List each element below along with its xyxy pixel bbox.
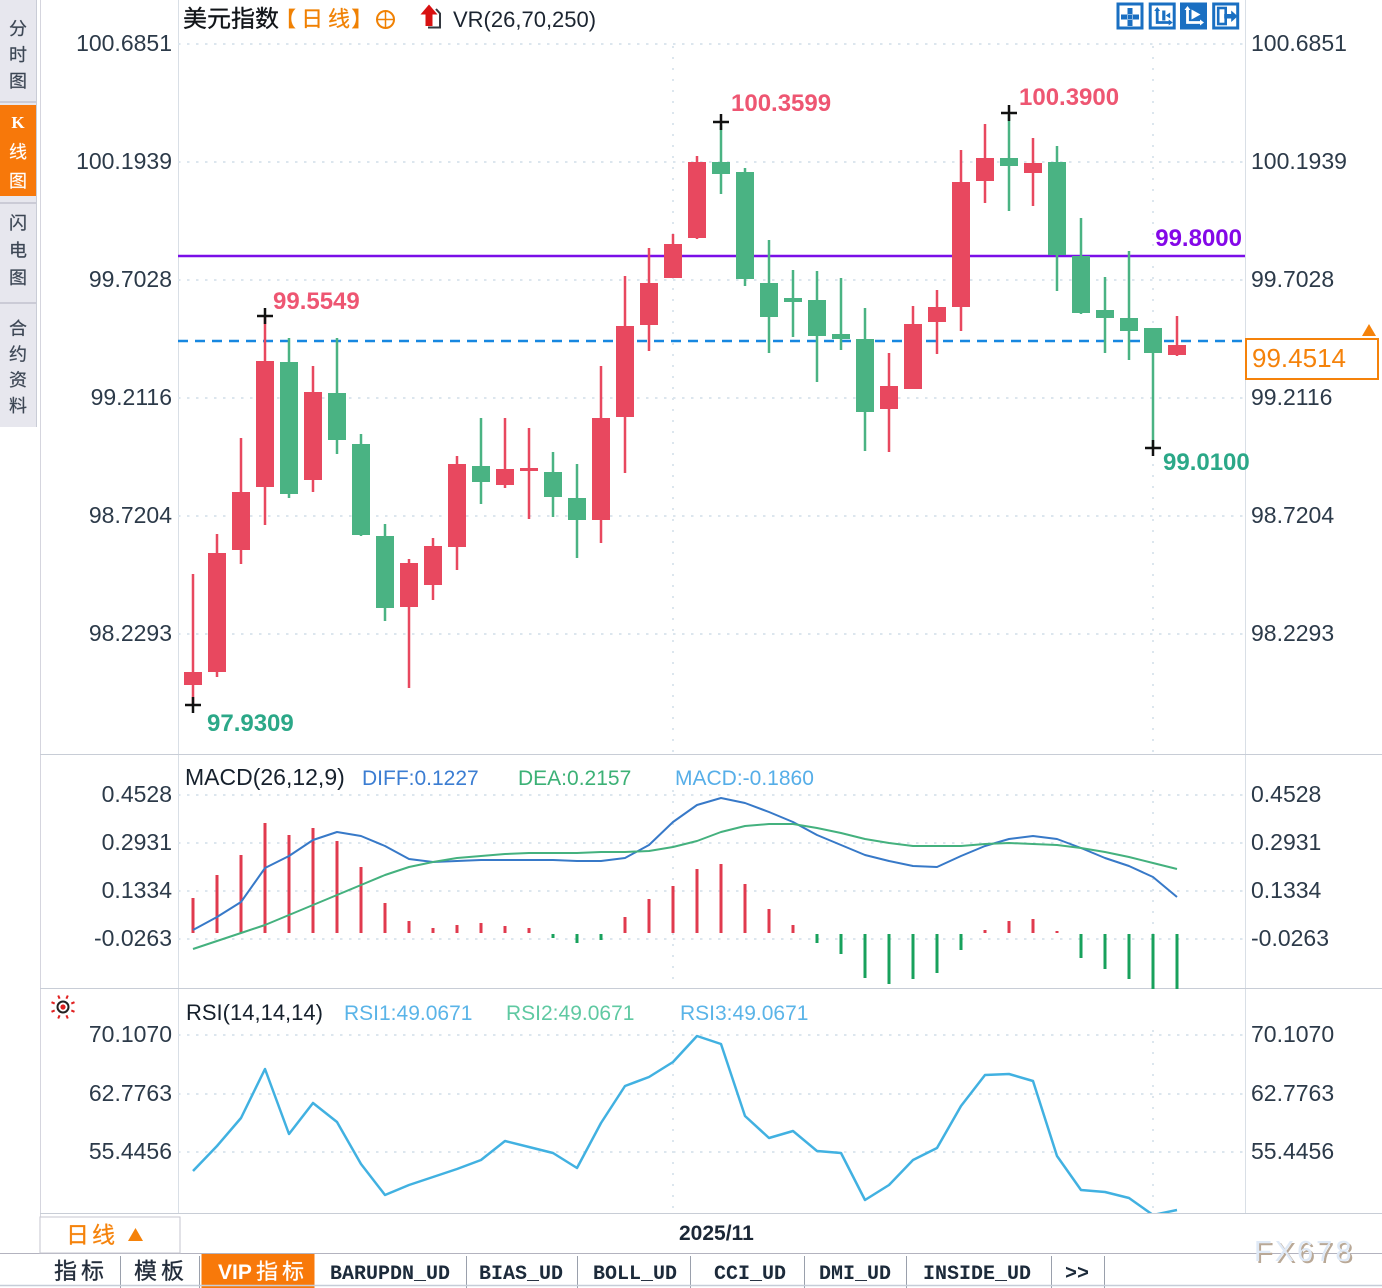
svg-text:98.7204: 98.7204 <box>89 502 172 528</box>
svg-text:99.2116: 99.2116 <box>1251 384 1332 410</box>
svg-text:VR(26,70,250): VR(26,70,250) <box>453 7 596 32</box>
svg-text:INSIDE_UD: INSIDE_UD <box>923 1263 1031 1286</box>
svg-text:62.7763: 62.7763 <box>1251 1080 1334 1106</box>
svg-text:-0.0263: -0.0263 <box>1251 925 1329 951</box>
svg-text:MACD(26,12,9): MACD(26,12,9) <box>185 764 345 790</box>
svg-text:55.4456: 55.4456 <box>1251 1138 1334 1164</box>
svg-text:100.6851: 100.6851 <box>1251 30 1347 56</box>
svg-text:RSI(14,14,14): RSI(14,14,14) <box>186 1000 323 1025</box>
svg-text:DIFF:0.1227: DIFF:0.1227 <box>362 767 479 790</box>
svg-text:FX678: FX678 <box>1254 1236 1354 1268</box>
svg-text:98.2293: 98.2293 <box>89 620 172 646</box>
svg-text:55.4456: 55.4456 <box>89 1138 172 1164</box>
svg-text:99.7028: 99.7028 <box>89 266 172 292</box>
svg-text:98.2293: 98.2293 <box>1251 620 1334 646</box>
svg-text:0.4528: 0.4528 <box>102 781 172 807</box>
svg-text:0.1334: 0.1334 <box>102 877 173 903</box>
svg-text:DEA:0.2157: DEA:0.2157 <box>518 767 631 790</box>
svg-text:BARUPDN_UD: BARUPDN_UD <box>330 1263 450 1286</box>
svg-text:0.4528: 0.4528 <box>1251 781 1321 807</box>
svg-text:100.3900: 100.3900 <box>1019 84 1119 111</box>
svg-text:RSI1:49.0671: RSI1:49.0671 <box>344 1002 472 1025</box>
svg-text:70.1070: 70.1070 <box>89 1021 172 1047</box>
svg-text:100.1939: 100.1939 <box>76 148 172 174</box>
svg-text:0.1334: 0.1334 <box>1251 877 1322 903</box>
svg-text:>>: >> <box>1065 1263 1089 1286</box>
svg-text:K: K <box>11 113 25 132</box>
svg-text:99.8000: 99.8000 <box>1155 225 1242 252</box>
svg-text:100.3599: 100.3599 <box>731 90 831 117</box>
svg-text:RSI2:49.0671: RSI2:49.0671 <box>506 1002 634 1025</box>
svg-text:98.7204: 98.7204 <box>1251 502 1334 528</box>
svg-text:99.7028: 99.7028 <box>1251 266 1334 292</box>
svg-text:FX678: FX678 <box>1256 1238 1356 1270</box>
svg-text:99.2116: 99.2116 <box>91 384 172 410</box>
svg-text:99.4514: 99.4514 <box>1252 343 1346 373</box>
svg-text:97.9309: 97.9309 <box>207 710 294 737</box>
svg-text:99.0100: 99.0100 <box>1163 449 1250 476</box>
svg-text:0.2931: 0.2931 <box>1251 829 1321 855</box>
svg-text:BOLL_UD: BOLL_UD <box>593 1263 677 1286</box>
svg-text:100.1939: 100.1939 <box>1251 148 1347 174</box>
svg-text:-0.0263: -0.0263 <box>94 925 172 951</box>
svg-text:2025/11: 2025/11 <box>679 1222 754 1245</box>
svg-text:CCI_UD: CCI_UD <box>714 1263 786 1286</box>
svg-text:DMI_UD: DMI_UD <box>819 1263 891 1286</box>
svg-text:99.5549: 99.5549 <box>273 288 360 315</box>
svg-text:VIP: VIP <box>218 1261 252 1284</box>
svg-text:100.6851: 100.6851 <box>76 30 172 56</box>
svg-text:BIAS_UD: BIAS_UD <box>479 1263 563 1286</box>
svg-text:0.2931: 0.2931 <box>102 829 172 855</box>
svg-text:62.7763: 62.7763 <box>89 1080 172 1106</box>
svg-text:MACD:-0.1860: MACD:-0.1860 <box>675 767 814 790</box>
svg-text:70.1070: 70.1070 <box>1251 1021 1334 1047</box>
svg-text:RSI3:49.0671: RSI3:49.0671 <box>680 1002 808 1025</box>
